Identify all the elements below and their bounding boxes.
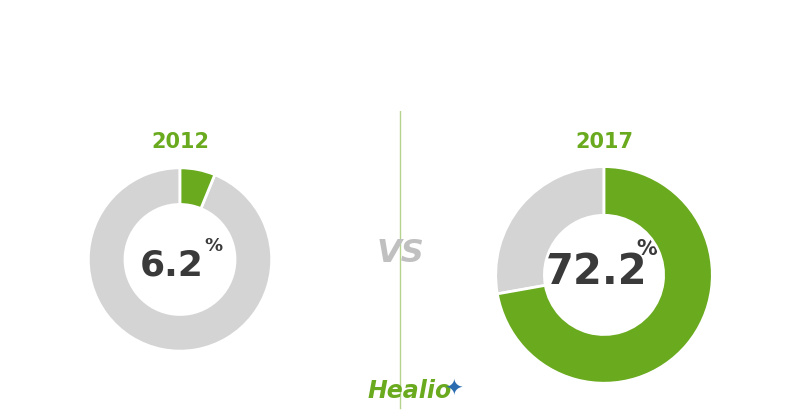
Wedge shape bbox=[180, 168, 215, 209]
Text: VS: VS bbox=[376, 238, 424, 269]
Wedge shape bbox=[498, 167, 712, 383]
Text: 6.2: 6.2 bbox=[140, 249, 204, 283]
Wedge shape bbox=[496, 167, 604, 294]
Text: Healio: Healio bbox=[368, 379, 452, 403]
Text: bariatric surgery utilizing sleeve gastrectomy: bariatric surgery utilizing sleeve gastr… bbox=[130, 70, 670, 90]
Text: %: % bbox=[636, 239, 657, 259]
Text: Proportion of Medicare beneficiaries undergoing: Proportion of Medicare beneficiaries und… bbox=[113, 28, 687, 48]
Text: 2012: 2012 bbox=[151, 132, 209, 152]
Text: 72.2: 72.2 bbox=[545, 251, 647, 293]
Text: 2017: 2017 bbox=[575, 132, 633, 152]
Text: ✦: ✦ bbox=[444, 380, 463, 400]
Text: %: % bbox=[205, 236, 222, 255]
Wedge shape bbox=[88, 168, 272, 351]
